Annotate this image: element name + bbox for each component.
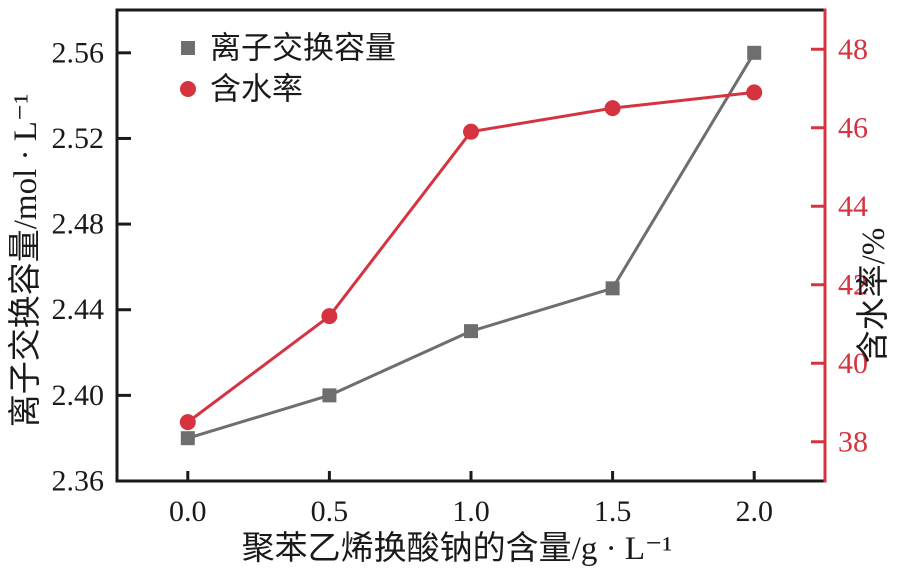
series-water-content [179,84,763,431]
circle-marker [604,100,621,117]
left-axis: 2.36 2.40 2.44 2.48 2.52 2.56 [52,36,131,498]
right-tick-label: 38 [838,425,868,458]
left-tick-label: 2.36 [52,465,105,498]
left-axis-title: 离子交换容量/mol · L⁻¹ [7,94,44,427]
legend-square-marker [181,41,195,55]
right-axis: 38 40 42 44 46 48 [811,33,868,458]
x-tick-label: 1.0 [452,495,490,528]
left-tick-label: 2.56 [52,36,105,69]
right-tick-label: 40 [838,347,868,380]
x-tick-label: 0.0 [169,495,207,528]
square-marker [747,45,762,60]
right-tick-label: 44 [838,190,868,223]
x-tick-label: 1.5 [594,495,632,528]
square-marker [605,281,620,296]
circle-marker [321,308,338,325]
right-tick-label: 46 [838,111,868,144]
x-tick-label: 2.0 [735,495,773,528]
left-tick-label: 2.48 [52,208,105,241]
left-tick-label: 2.40 [52,379,105,412]
axes-group [115,8,827,483]
right-axis-title: 含水率/% [855,228,892,364]
series-line [187,52,756,440]
circle-marker [746,84,763,101]
series-line [186,90,755,424]
series-ion-exchange-capacity [180,45,762,446]
legend-item: 离子交换容量 [181,31,396,66]
legend-circle-marker [180,81,196,97]
square-marker [322,388,337,403]
left-tick-label: 2.52 [52,122,105,155]
legend-item: 含水率 [180,72,303,107]
x-axis-title: 聚苯乙烯换酸钠的含量/g · L⁻¹ [242,530,673,567]
circle-marker [179,414,196,431]
x-axis: 0.0 0.5 1.0 1.5 2.0 [169,471,773,528]
legend-label: 离子交换容量 [210,31,396,66]
left-tick-label: 2.44 [52,293,105,326]
right-tick-label: 42 [838,268,868,301]
square-marker [180,431,195,446]
square-marker [464,324,478,339]
x-tick-label: 0.5 [311,495,349,528]
circle-marker [463,123,479,140]
legend-label: 含水率 [210,72,303,107]
right-tick-label: 48 [838,33,868,66]
